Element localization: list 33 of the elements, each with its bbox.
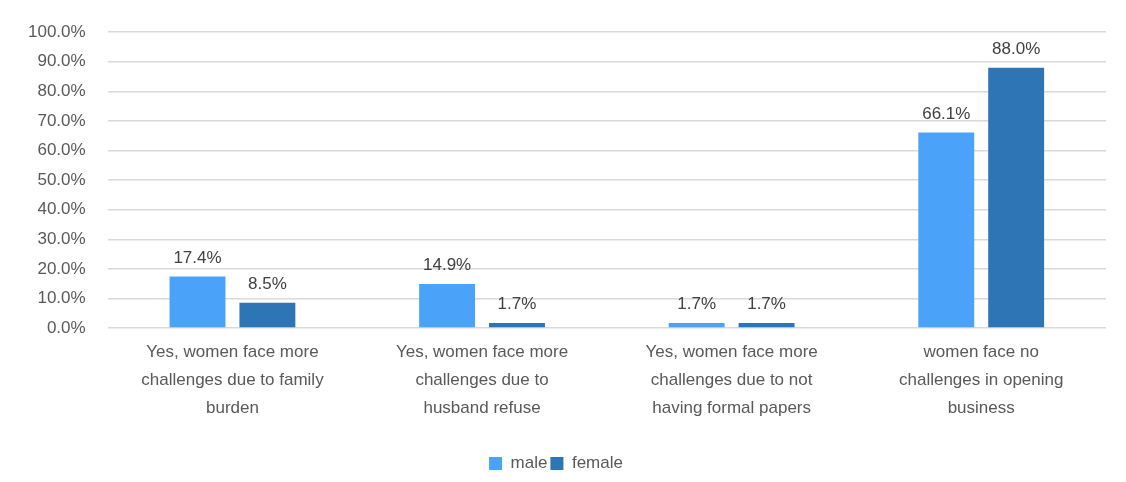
legend-label: female bbox=[571, 453, 623, 473]
x-tick-label: women face no challenges in opening business bbox=[898, 341, 1064, 417]
data-label: 88.0% bbox=[992, 38, 1041, 58]
data-label: 1.7% bbox=[747, 294, 786, 314]
y-tick-label: 70.0% bbox=[37, 110, 86, 130]
y-tick-label: 50.0% bbox=[37, 169, 86, 189]
x-tick-label: Yes, women face more challenges due to husband refuse bbox=[395, 341, 569, 417]
y-tick-label: 60.0% bbox=[37, 140, 86, 160]
bar bbox=[668, 322, 725, 328]
y-tick-label: 0.0% bbox=[46, 317, 86, 337]
x-tick-label: Yes, women face more challenges due to family burden bbox=[141, 341, 325, 417]
y-tick-label: 40.0% bbox=[37, 199, 86, 219]
bar bbox=[419, 283, 476, 328]
data-label: 1.7% bbox=[677, 294, 717, 314]
y-tick-label: 80.0% bbox=[37, 81, 86, 101]
y-tick-label: 100.0% bbox=[27, 21, 86, 41]
data-label: 17.4% bbox=[173, 247, 222, 267]
bar bbox=[988, 67, 1045, 328]
legend-label: male bbox=[510, 453, 548, 473]
y-tick-label: 10.0% bbox=[37, 288, 86, 308]
bar bbox=[738, 322, 795, 328]
data-label: 14.9% bbox=[422, 255, 472, 275]
data-label: 8.5% bbox=[248, 274, 287, 294]
x-tick-label: Yes, women face more challenges due to not having formal papers bbox=[645, 341, 818, 417]
y-tick-label: 30.0% bbox=[37, 228, 86, 248]
data-label: 1.7% bbox=[497, 294, 537, 314]
y-tick-label: 20.0% bbox=[37, 258, 86, 278]
y-tick-label: 90.0% bbox=[37, 51, 86, 71]
bar bbox=[489, 322, 545, 328]
bar bbox=[169, 276, 226, 328]
bar bbox=[239, 302, 296, 328]
data-label: 66.1% bbox=[922, 103, 971, 123]
bar bbox=[918, 132, 975, 328]
